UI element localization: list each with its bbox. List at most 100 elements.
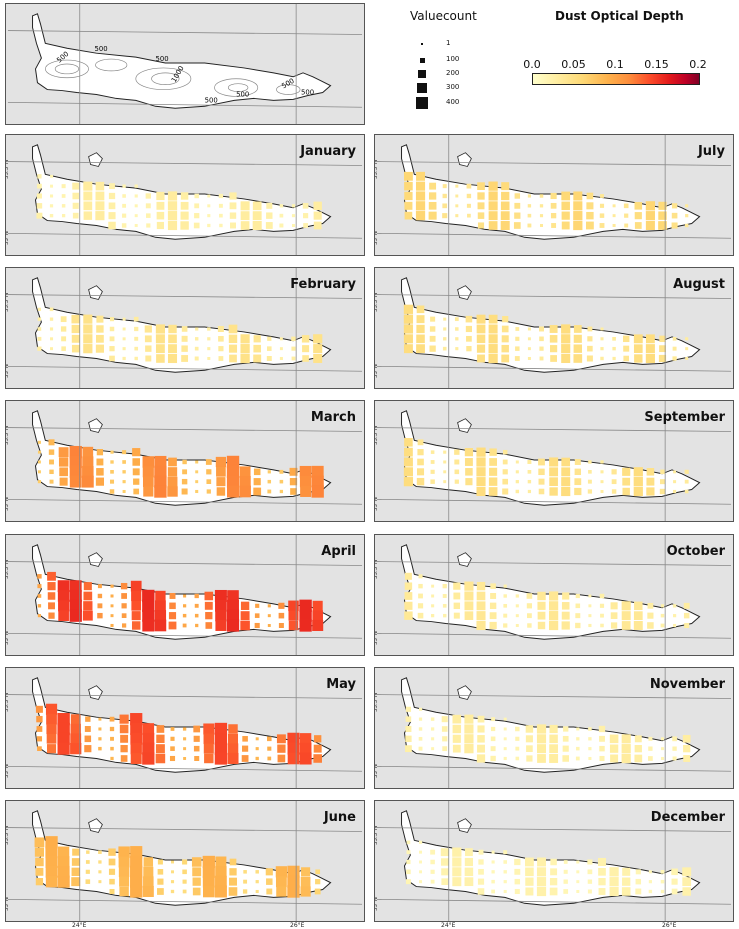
grid-cell [96,449,104,456]
grid-cell [157,878,164,885]
grid-cell [454,317,459,322]
grid-cell [404,181,413,191]
grid-cell [302,355,309,362]
grid-cell [183,747,187,751]
valuecount-legend-row: 400 [400,96,480,110]
grid-cell [71,334,80,343]
grid-cell [478,868,484,875]
grid-cell [683,612,690,619]
grid-cell [215,609,227,622]
grid-cell [587,879,593,884]
grid-cell [573,211,583,221]
month-map [7,268,363,388]
grid-cell [405,706,411,712]
grid-cell [430,450,435,454]
grid-cell [587,336,593,342]
grid-cell [672,746,677,751]
grid-cell [279,347,283,351]
grid-cell [683,602,690,609]
grid-cell [36,212,43,219]
grid-cell [416,468,425,476]
grid-cell [276,886,287,897]
grid-cell [83,191,93,201]
contour-label: 500 [236,90,249,98]
valuecount-square [416,97,428,109]
grid-cell [218,193,224,199]
valuecount-label: 1 [446,39,451,47]
grid-cell [71,867,80,876]
grid-cell [515,604,519,608]
grid-cell [561,334,571,344]
grid-cell [403,314,414,324]
grid-cell [416,334,425,344]
lat-label-35-5n: 35.5°N [5,159,10,179]
grid-cell [598,878,606,886]
grid-cell [502,449,508,455]
grid-cell [417,449,424,456]
grid-cell [561,486,571,497]
grid-cell [660,879,665,884]
grid-cell [537,601,546,610]
grid-cell [57,865,70,878]
grid-cell [598,888,606,895]
grid-cell [95,201,105,211]
grid-cell [574,478,582,486]
grid-cell [183,594,187,598]
grid-cell [417,612,424,619]
grid-cell [226,609,240,622]
grid-cell [503,870,507,874]
month-map [376,668,732,788]
grid-cell [146,213,151,218]
grid-cell [659,345,666,353]
grid-cell [253,344,261,353]
grid-cell [119,876,130,887]
grid-cell [122,317,126,321]
grid-cell [180,192,189,200]
grid-cell [142,723,155,735]
grid-cell [83,344,93,354]
grid-cell [491,726,496,732]
grid-cell [182,727,187,731]
grid-cell [122,213,127,218]
grid-cell [611,489,617,494]
grid-cell [48,612,55,619]
grid-cell [60,326,67,332]
grid-cell [503,860,508,864]
grid-cell [633,334,643,344]
grid-cell [430,879,435,884]
grid-cell [454,469,460,475]
grid-cell [442,594,447,598]
grid-cell [69,455,82,469]
grid-cell [96,315,104,323]
grid-cell [195,327,199,331]
graticule-line [376,765,732,772]
grid-cell [203,743,214,754]
grid-cell [622,477,631,486]
grid-cell [253,335,261,343]
grid-cell [405,725,412,732]
grid-cell [226,455,240,469]
grid-cell [207,223,211,228]
grid-cell [130,732,143,745]
grid-cell [216,487,226,496]
grid-cell [600,356,604,361]
grid-cell [575,756,580,761]
grid-cell [489,602,497,610]
grid-cell [536,877,547,887]
grid-cell [477,888,485,895]
grid-cell [514,888,520,895]
grid-cell [685,204,689,208]
grid-cell [194,346,199,351]
lat-label-35-5n: 35.5°N [5,292,10,312]
grid-cell [168,457,177,467]
grid-cell [418,736,423,741]
grid-cell [527,469,532,474]
grid-cell [633,621,643,630]
grid-cell [660,604,665,608]
grid-cell [47,592,56,600]
grid-cell [215,875,227,888]
grid-cell [57,875,70,888]
grid-cell [266,346,272,351]
grid-cell [586,202,594,210]
grid-cell [514,202,521,209]
